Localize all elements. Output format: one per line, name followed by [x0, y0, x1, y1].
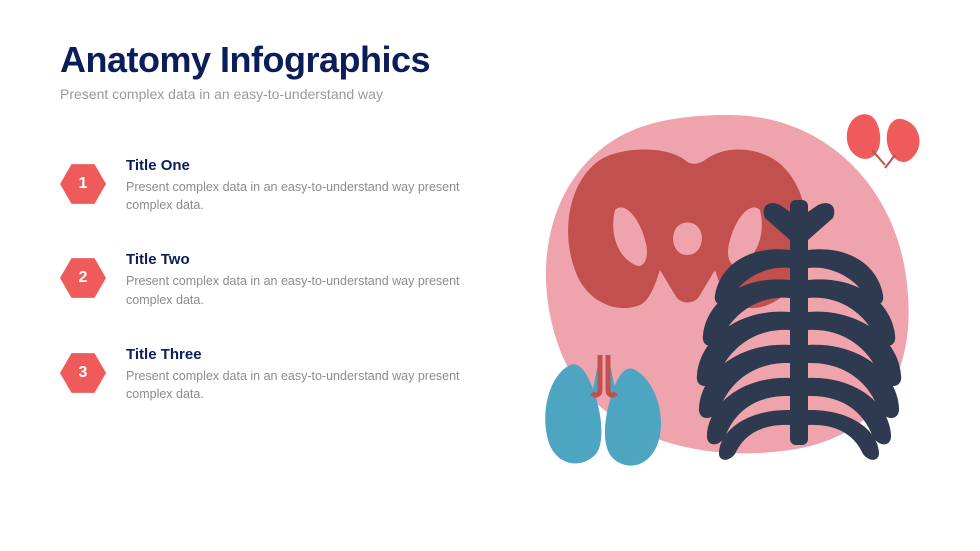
item-text: Title Three Present complex data in an e…: [126, 346, 480, 405]
hexagon-badge: 1: [60, 161, 106, 207]
list-item: 2 Title Two Present complex data in an e…: [60, 251, 480, 310]
item-description: Present complex data in an easy-to-under…: [126, 178, 480, 216]
anatomy-svg: [490, 70, 950, 510]
hexagon-badge: 3: [60, 350, 106, 396]
slide-container: Anatomy Infographics Present complex dat…: [0, 0, 980, 551]
item-number: 3: [79, 364, 88, 382]
item-number: 1: [79, 175, 88, 193]
item-title: Title One: [126, 157, 480, 174]
item-list: 1 Title One Present complex data in an e…: [60, 157, 480, 405]
item-title: Title Two: [126, 251, 480, 268]
item-text: Title Two Present complex data in an eas…: [126, 251, 480, 310]
item-number: 2: [79, 269, 88, 287]
item-description: Present complex data in an easy-to-under…: [126, 367, 480, 405]
list-item: 3 Title Three Present complex data in an…: [60, 346, 480, 405]
item-description: Present complex data in an easy-to-under…: [126, 272, 480, 310]
hexagon-badge: 2: [60, 255, 106, 301]
list-item: 1 Title One Present complex data in an e…: [60, 157, 480, 216]
item-text: Title One Present complex data in an eas…: [126, 157, 480, 216]
anatomy-illustration: [490, 70, 950, 510]
item-title: Title Three: [126, 346, 480, 363]
